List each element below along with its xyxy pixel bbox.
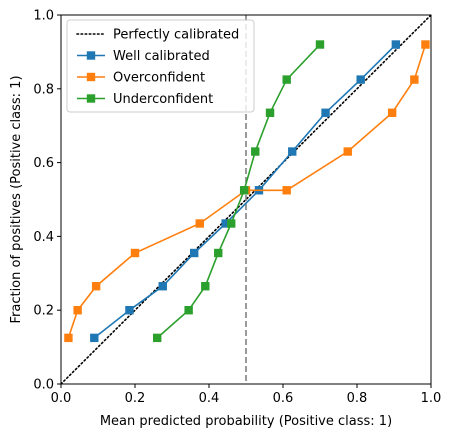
perfectly-calibrated-line <box>60 14 432 385</box>
legend-marker-overconfident <box>86 72 96 82</box>
well-calibrated-point <box>125 306 134 315</box>
legend-label-underconfident: Underconfident <box>113 92 213 107</box>
legend-box <box>66 19 255 113</box>
x-tick-label: 0.8 <box>347 391 368 406</box>
overconfident-point <box>387 108 397 117</box>
legend-label-well-calibrated: Well calibrated <box>113 49 210 64</box>
underconfident-series-line <box>156 43 321 339</box>
legend-label-overconfident: Overconfident <box>113 71 205 86</box>
legend-label-perfectly-calibrated: Perfectly calibrated <box>113 28 239 43</box>
underconfident-point <box>239 186 249 195</box>
x-tick-label: 0.2 <box>125 391 146 406</box>
well-calibrated-point <box>288 147 297 156</box>
well-calibrated-point <box>90 333 99 343</box>
x-tick-label: 0.4 <box>199 391 220 406</box>
x-tick-label: 0.0 <box>51 391 72 406</box>
y-tick-label: 0.2 <box>33 304 54 319</box>
overconfident-point <box>421 40 430 49</box>
y-tick-label: 0.8 <box>33 82 54 97</box>
overconfident-point <box>130 248 140 258</box>
underconfident-point <box>201 282 210 291</box>
y-tick-label: 0.0 <box>33 378 54 393</box>
overconfident-point <box>64 333 73 343</box>
well-calibrated-series-line <box>93 43 397 339</box>
underconfident-point <box>265 108 275 117</box>
legend-marker-well-calibrated <box>86 51 96 60</box>
well-calibrated-point <box>190 248 199 258</box>
underconfident-point <box>227 219 236 228</box>
underconfident-point <box>214 248 223 258</box>
underconfident-point <box>315 40 325 49</box>
legend: Perfectly calibrated Well calibrated Overc… <box>66 19 255 113</box>
axes: 0.0 0.2 0.4 0.6 0.8 1.0 0.0 0.2 0.4 0.6 0.8 1.0 <box>33 9 441 407</box>
well-calibrated-point <box>391 40 401 49</box>
overconfident-point <box>195 219 204 228</box>
legend-marker-underconfident <box>86 94 96 103</box>
x-tick-label: 1.0 <box>421 391 442 406</box>
y-tick-label: 1.0 <box>33 9 54 24</box>
axes-frame <box>60 14 432 385</box>
overconfident-point <box>343 147 352 156</box>
y-axis-label: Fraction of positives (Positive class: 1… <box>9 75 24 323</box>
overconfident-point <box>73 306 82 315</box>
x-tick-label: 0.6 <box>273 391 294 406</box>
overconfident-point <box>410 75 419 84</box>
underconfident-point <box>184 306 193 315</box>
underconfident-point <box>282 75 291 84</box>
well-calibrated-point <box>321 108 330 117</box>
x-axis-label: Mean predicted probability (Positive cla… <box>100 414 392 429</box>
underconfident-point <box>251 147 260 156</box>
overconfident-point <box>282 186 291 195</box>
y-tick-label: 0.6 <box>33 156 54 171</box>
well-calibrated-point <box>221 219 230 228</box>
y-tick-label: 0.4 <box>33 230 54 245</box>
well-calibrated-point <box>158 282 167 291</box>
overconfident-point <box>91 282 101 291</box>
underconfident-point <box>153 333 162 343</box>
plot-area <box>60 14 432 385</box>
well-calibrated-point <box>356 75 365 84</box>
